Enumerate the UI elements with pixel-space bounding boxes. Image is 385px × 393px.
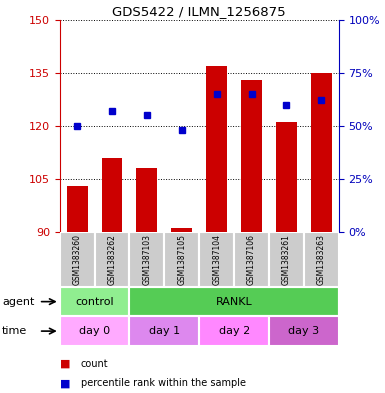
Bar <box>164 232 199 287</box>
Bar <box>206 66 227 232</box>
Bar <box>234 232 269 287</box>
Bar <box>269 316 339 346</box>
Bar <box>311 73 332 232</box>
Bar <box>129 232 164 287</box>
Text: time: time <box>2 326 27 336</box>
Text: GSM1383261: GSM1383261 <box>282 234 291 285</box>
Text: GSM1383260: GSM1383260 <box>73 234 82 285</box>
Text: agent: agent <box>2 297 34 307</box>
Text: day 3: day 3 <box>288 326 320 336</box>
Bar <box>129 287 339 316</box>
Bar <box>199 232 234 287</box>
Text: GSM1383263: GSM1383263 <box>317 234 326 285</box>
Text: percentile rank within the sample: percentile rank within the sample <box>81 378 246 388</box>
Bar <box>304 232 339 287</box>
Bar <box>136 168 157 232</box>
Text: ■: ■ <box>60 358 70 369</box>
Text: GSM1387106: GSM1387106 <box>247 234 256 285</box>
Text: GSM1387103: GSM1387103 <box>142 234 151 285</box>
Text: day 0: day 0 <box>79 326 110 336</box>
Text: control: control <box>75 297 114 307</box>
Bar <box>171 228 192 232</box>
Text: RANKL: RANKL <box>216 297 253 307</box>
Bar <box>269 232 304 287</box>
Text: GSM1387104: GSM1387104 <box>212 234 221 285</box>
Text: GSM1387105: GSM1387105 <box>177 234 186 285</box>
Bar <box>199 316 269 346</box>
Text: day 1: day 1 <box>149 326 180 336</box>
Bar <box>276 122 297 232</box>
Bar <box>241 80 262 232</box>
Bar <box>129 316 199 346</box>
Bar <box>67 186 88 232</box>
Bar <box>60 232 95 287</box>
Bar <box>60 316 129 346</box>
Title: GDS5422 / ILMN_1256875: GDS5422 / ILMN_1256875 <box>112 6 286 18</box>
Bar <box>102 158 122 232</box>
Text: GSM1383262: GSM1383262 <box>107 234 117 285</box>
Bar <box>60 287 129 316</box>
Text: day 2: day 2 <box>219 326 250 336</box>
Bar <box>95 232 129 287</box>
Text: ■: ■ <box>60 378 70 388</box>
Text: count: count <box>81 358 109 369</box>
